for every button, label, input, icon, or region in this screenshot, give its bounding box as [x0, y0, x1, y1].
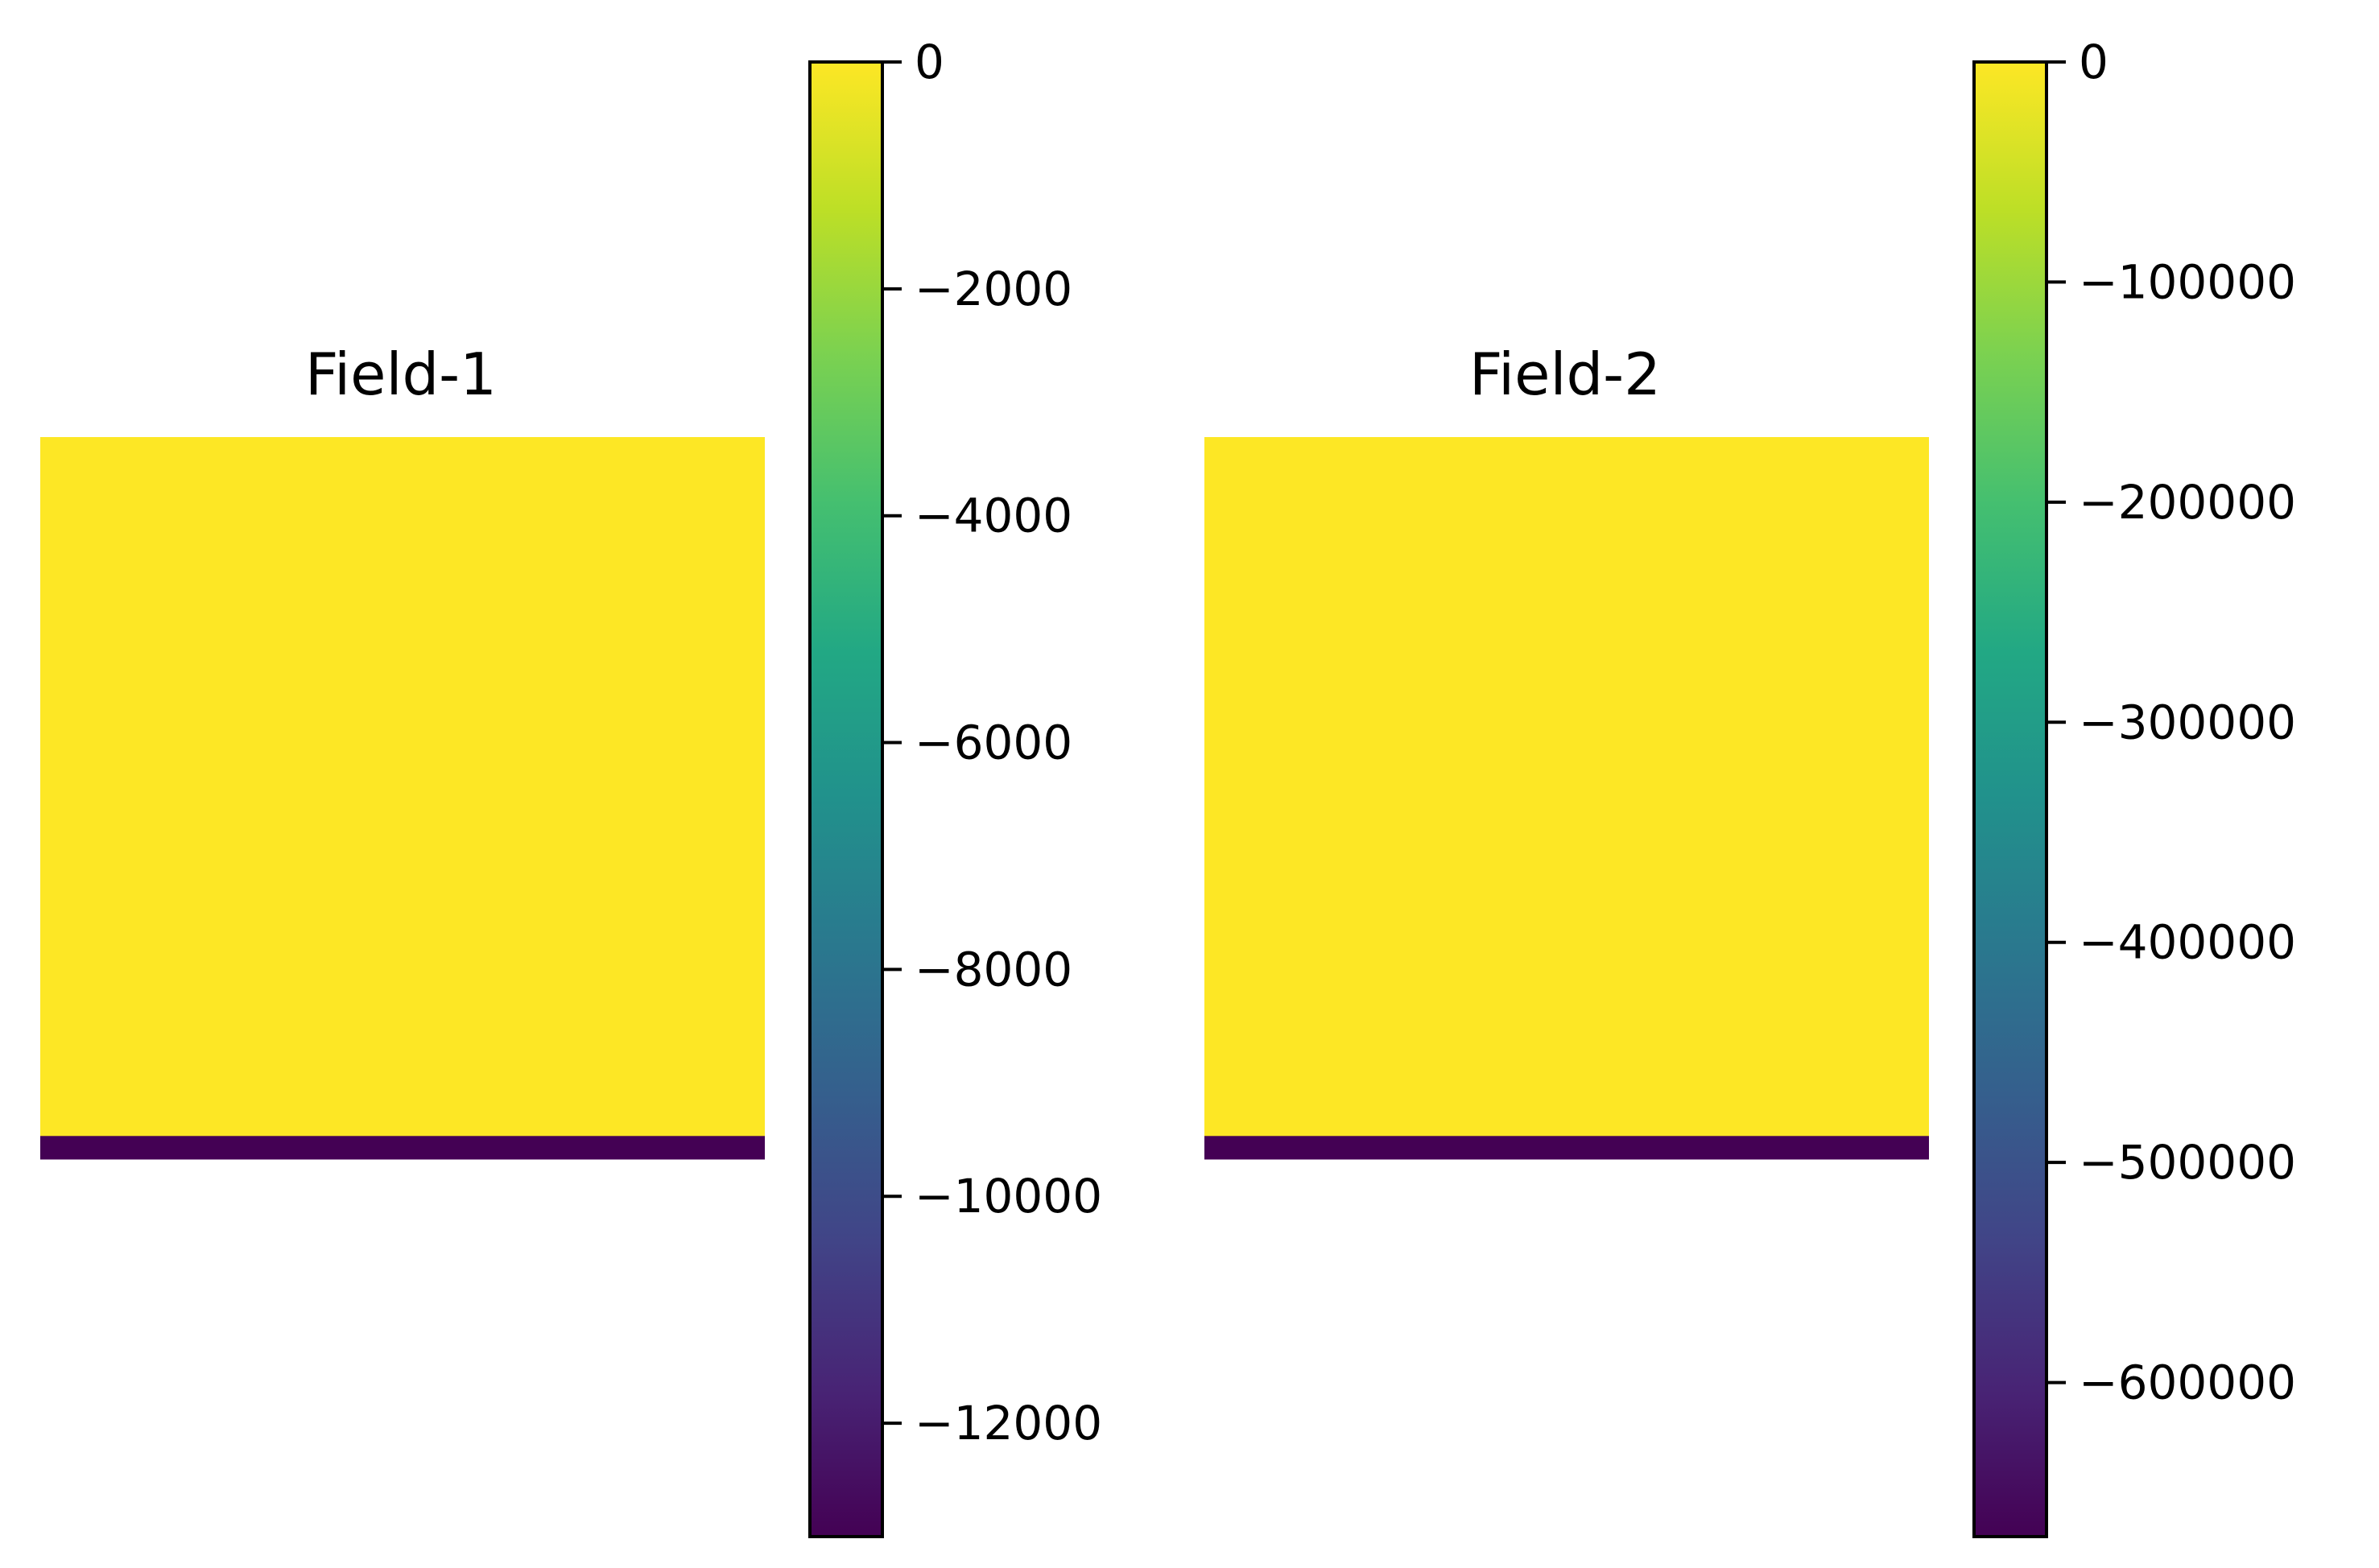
colorbar-frame	[808, 60, 884, 1538]
colorbar-tick-label: 0	[2079, 35, 2108, 89]
colorbar-ticks: 0 −2000 −4000 −6000 −8000 −10000 −12000	[882, 35, 1102, 1450]
panel-title: Field-2	[1469, 340, 1661, 408]
colorbar-tick-label: −200000	[2079, 475, 2296, 530]
colorbar-tick-label: −6000	[915, 716, 1072, 770]
colorbar: 0 −100000 −200000 −300000 −400000 −500000 −600…	[1972, 35, 2296, 1538]
colorbar-tick-label: −12000	[915, 1396, 1102, 1450]
colorbar-tick-label: −2000	[915, 262, 1072, 316]
heatmap-cell-row-1	[1204, 1136, 1929, 1160]
colorbar-frame	[1972, 60, 2048, 1538]
colorbar-tick-label: −10000	[915, 1169, 1102, 1223]
colorbar-tick-label: −400000	[2079, 915, 2296, 970]
colorbar: 0 −2000 −4000 −6000 −8000 −10000 −12000	[808, 35, 1102, 1538]
colorbar-tick-label: −600000	[2079, 1355, 2296, 1410]
heatmap-cell-row-0	[40, 437, 765, 1137]
panel-title: Field-1	[305, 340, 497, 408]
heatmap-cell-row-0	[1204, 437, 1929, 1137]
colorbar-ticks: 0 −100000 −200000 −300000 −400000 −500000 −600…	[2047, 35, 2296, 1410]
colorbar-tick-label: −100000	[2079, 254, 2296, 309]
heatmap-area	[1204, 437, 1929, 1160]
colorbar-tick-label: −8000	[915, 942, 1072, 997]
heatmap-cell-row-1	[40, 1136, 765, 1160]
colorbar-gradient	[1974, 62, 2047, 1537]
colorbar-tick-label: −4000	[915, 489, 1072, 543]
panel-field-1: Field-1 0 −2000 −4000 −6000 −8000 −10000 −1200…	[40, 35, 1102, 1538]
panel-field-2: Field-2 0 −100000 −200000 −300000 −400000 −50…	[1204, 35, 2296, 1538]
colorbar-tick-label: 0	[915, 35, 944, 89]
colorbar-tick-label: −500000	[2079, 1135, 2296, 1190]
colorbar-tick-label: −300000	[2079, 695, 2296, 749]
colorbar-gradient	[810, 62, 882, 1537]
heatmap-area	[40, 437, 765, 1160]
